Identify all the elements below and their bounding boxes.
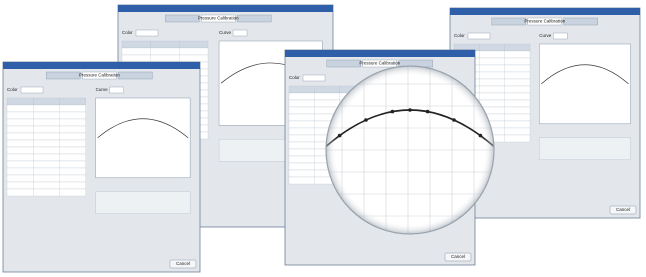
options-panel — [539, 138, 630, 160]
title-bar — [118, 5, 333, 12]
cancel-label: Cancel — [451, 254, 465, 259]
table-row — [7, 105, 86, 112]
screenshot: Pressure CalibrationColorCurveCancelPres… — [0, 0, 646, 277]
table-row — [7, 140, 86, 147]
tab — [237, 15, 271, 22]
table-row — [7, 189, 86, 196]
color-label: Color — [7, 87, 18, 92]
color-select — [21, 87, 43, 93]
table-row — [7, 98, 86, 105]
table-row — [7, 154, 86, 161]
tab-label: Pressure Calibration — [198, 16, 239, 21]
tab-label: Pressure Calibration — [524, 19, 565, 24]
title-bar — [3, 62, 200, 69]
table-row — [7, 161, 86, 168]
tab-label: Pressure Calibration — [359, 61, 400, 66]
curve-select — [110, 87, 124, 93]
color-select — [303, 75, 325, 81]
tab-label: Pressure Calibration — [79, 73, 120, 78]
table-row — [7, 133, 86, 140]
table-row — [122, 55, 208, 62]
app-window: Pressure Calibration Color Curve Cancel — [3, 62, 200, 272]
table-row — [7, 147, 86, 154]
tab — [327, 60, 361, 67]
tab — [492, 18, 526, 25]
table-row — [7, 182, 86, 189]
color-label: Color — [454, 33, 465, 38]
cancel-label: Cancel — [176, 261, 190, 266]
title-bar — [450, 8, 640, 15]
title-bar — [285, 50, 475, 57]
curve-label: Curve — [96, 87, 109, 92]
options-panel — [96, 192, 191, 214]
table-row — [7, 112, 86, 119]
tab — [165, 15, 199, 22]
curve-label: Curve — [219, 30, 232, 35]
lens-edge — [326, 66, 494, 234]
table-row — [7, 175, 86, 182]
tab — [118, 72, 152, 79]
table-row — [122, 48, 208, 55]
table-row — [7, 119, 86, 126]
curve-select — [553, 33, 567, 39]
color-label: Color — [122, 30, 133, 35]
tab — [46, 72, 80, 79]
tab — [564, 18, 598, 25]
cancel-label: Cancel — [616, 207, 630, 212]
table-row — [7, 168, 86, 175]
color-select — [136, 30, 158, 36]
color-select — [468, 33, 490, 39]
curve-select — [233, 30, 247, 36]
plot-area — [96, 98, 191, 178]
table-row — [7, 126, 86, 133]
curve-label: Curve — [539, 33, 552, 38]
color-label: Color — [289, 75, 300, 80]
table-row — [122, 41, 208, 48]
plot-area — [539, 44, 630, 124]
